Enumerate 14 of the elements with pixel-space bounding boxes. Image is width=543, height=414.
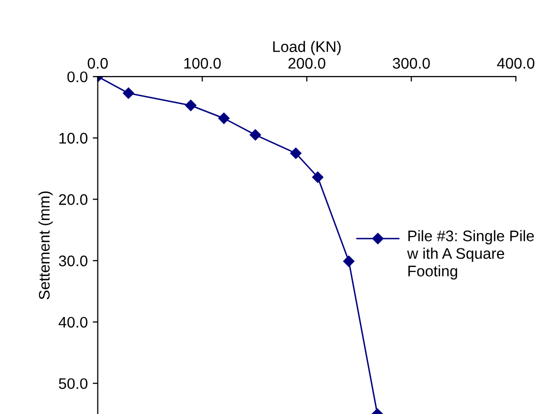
y-tick-label: 10.0 [59, 132, 88, 144]
x-axis-title: Load (KN) [273, 40, 341, 56]
y-tick-label: 40.0 [58, 316, 88, 328]
legend-label: Pile #3: Single Pile w ith A Square Footing [407, 230, 534, 280]
y-tick-label: 20.0 [59, 194, 88, 205]
y-tick-label: 50.0 [58, 378, 88, 390]
x-tick-label: 100.0 [184, 58, 221, 69]
x-tick-label: 0.0 [88, 58, 108, 69]
y-axis-title: Settement (mm) [38, 191, 53, 300]
x-tick-label: 300.0 [392, 58, 430, 69]
y-tick-label: 0.0 [67, 71, 88, 82]
y-tick-label: 30.0 [58, 256, 88, 266]
x-tick-label: 400.0 [497, 58, 534, 69]
x-tick-label: 200.0 [288, 58, 326, 69]
